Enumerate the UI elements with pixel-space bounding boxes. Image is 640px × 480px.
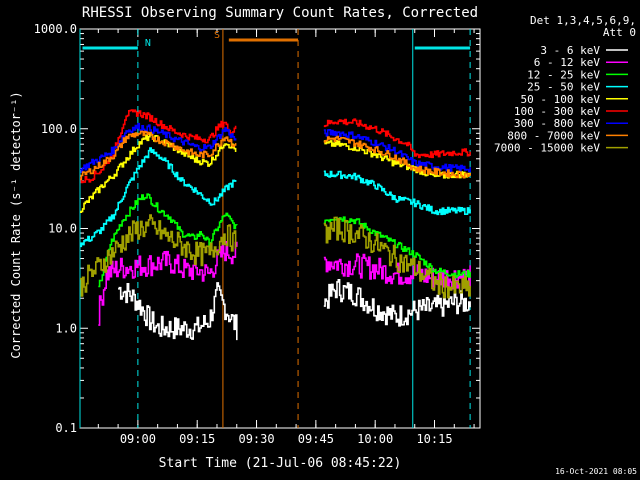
series-line — [118, 282, 238, 341]
legend-label: 6 - 12 keV — [534, 56, 601, 69]
series-line — [323, 216, 471, 279]
x-tick-labels: 09:00 09:15 09:30 09:45 10:00 10:15 — [120, 432, 453, 446]
x-axis-label: Start Time (21-Jul-06 08:45:22) — [159, 456, 402, 471]
series-12-25keV — [98, 193, 471, 288]
series-300-800keV — [80, 122, 471, 173]
y-tick-labels: 0.1 1.0 10.0 100.0 1000.0 — [34, 22, 77, 435]
y-tick-label: 1.0 — [55, 321, 77, 335]
series-line — [80, 147, 237, 248]
series-line — [323, 135, 471, 179]
series-7000-15000keV — [80, 214, 471, 299]
series-line — [323, 216, 471, 299]
legend-label: 100 - 300 keV — [514, 105, 600, 118]
footer-date: 16-Oct-2021 08:05 — [555, 467, 637, 476]
legend-label: 800 - 7000 keV — [507, 129, 600, 142]
legend-label: 300 - 800 keV — [514, 117, 600, 130]
x-tick-label: 09:00 — [120, 432, 156, 446]
series-line — [98, 241, 238, 326]
legend-label: 25 - 50 keV — [527, 81, 600, 94]
series-25-50keV — [80, 147, 471, 248]
legend-title: Att 0 — [603, 26, 636, 39]
y-axis-label: Corrected Count Rate (s⁻¹ detector⁻¹) — [9, 91, 23, 358]
series-3-6keV — [118, 279, 471, 341]
series-line — [80, 214, 237, 297]
series-800-7000keV — [80, 130, 471, 181]
legend-label: 12 - 25 keV — [527, 68, 600, 81]
series-line — [80, 122, 237, 173]
legend-title: Det 1,3,4,5,6,9, — [530, 14, 636, 27]
plot-area: NS — [79, 28, 481, 429]
y-tick-label: 0.1 — [55, 421, 77, 435]
observing-marker-label: N — [145, 38, 151, 49]
y-tick-label: 10.0 — [48, 222, 77, 236]
x-tick-label: 09:15 — [179, 432, 215, 446]
x-tick-label: 09:45 — [298, 432, 334, 446]
y-tick-label: 100.0 — [41, 122, 77, 136]
series-line — [323, 170, 471, 216]
y-tick-label: 1000.0 — [34, 22, 77, 36]
series-line — [323, 279, 471, 327]
series-line — [98, 193, 238, 288]
series-100-300keV — [80, 109, 471, 184]
series-line — [80, 130, 237, 181]
series-line — [323, 129, 471, 173]
series-line — [80, 109, 237, 184]
observing-marker-label: S — [214, 30, 220, 41]
x-tick-label: 10:15 — [416, 432, 452, 446]
x-tick-label: 09:30 — [238, 432, 274, 446]
x-tick-label: 10:00 — [357, 432, 393, 446]
legend-label: 7000 - 15000 keV — [494, 142, 600, 155]
chart-title: RHESSI Observing Summary Count Rates, Co… — [82, 5, 478, 21]
legend-label: 50 - 100 keV — [521, 93, 601, 106]
series-line — [323, 118, 471, 159]
legend-label: 3 - 6 keV — [540, 44, 600, 57]
